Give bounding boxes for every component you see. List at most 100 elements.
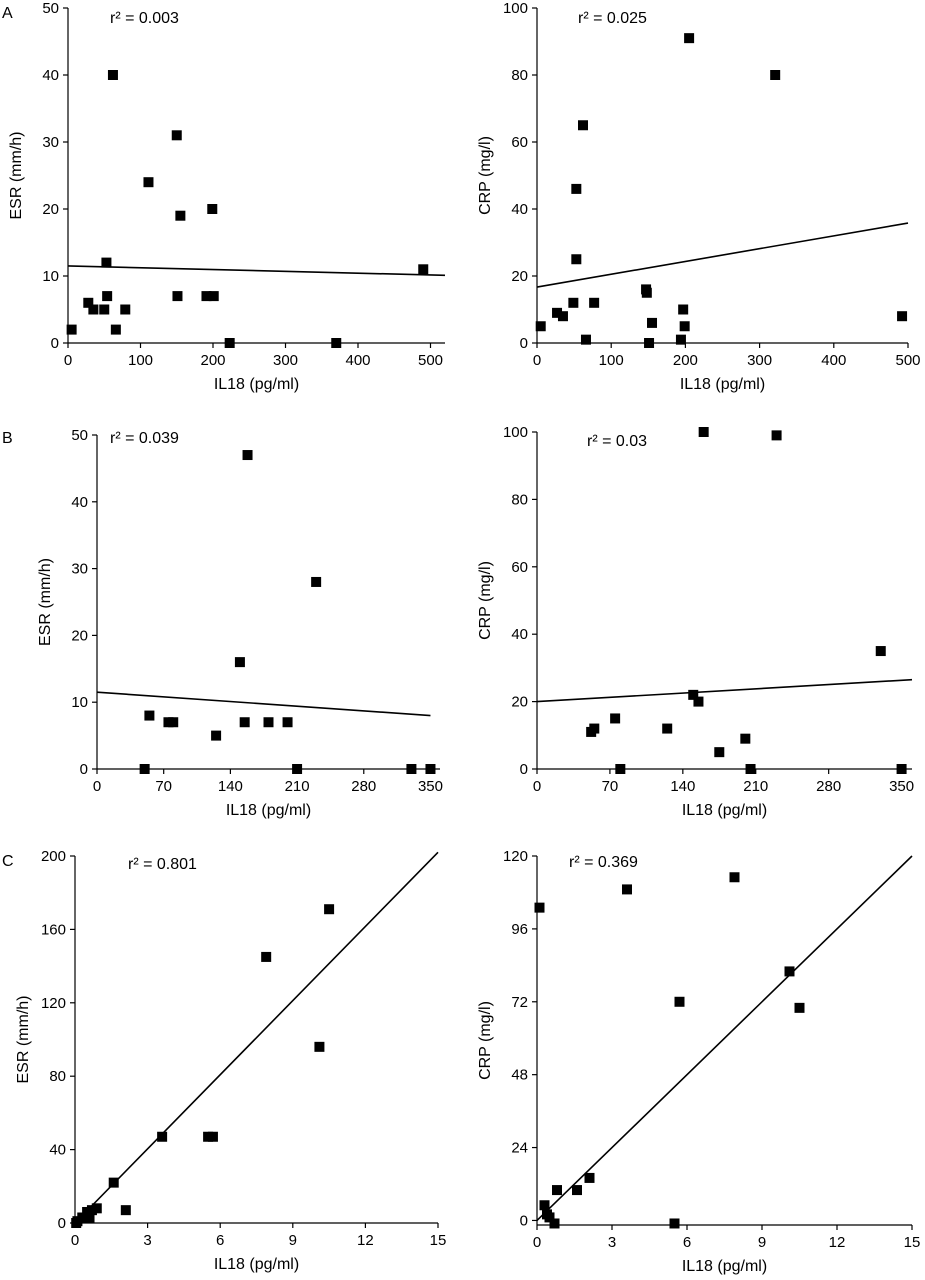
point: [139, 764, 150, 774]
x-axis-label: IL18 (pg/ml): [214, 1256, 299, 1273]
point: [675, 334, 686, 345]
y-axis-label: CRP (mg/l): [477, 136, 494, 215]
point: [120, 304, 131, 315]
x-tick-label: 9: [289, 1232, 297, 1249]
x-tick-label: 200: [673, 352, 698, 369]
x-axis-label: IL18 (pg/ml): [214, 376, 299, 393]
point: [83, 297, 94, 308]
x-tick-label: 0: [64, 352, 72, 369]
y-tick-label: 80: [511, 491, 528, 508]
point: [784, 966, 795, 977]
y-tick-label: 20: [511, 268, 528, 285]
point: [534, 902, 545, 913]
y-tick-label: 72: [511, 994, 528, 1011]
point: [571, 254, 582, 265]
point: [101, 257, 112, 268]
x-tick-label: 3: [608, 1234, 616, 1251]
y-tick-label: 40: [511, 626, 528, 643]
x-tick-label: 0: [93, 778, 101, 795]
point: [324, 904, 335, 915]
point: [684, 33, 695, 44]
y-tick-label: 0: [80, 761, 88, 778]
x-tick-label: 500: [895, 352, 920, 369]
x-tick-label: 3: [143, 1232, 151, 1249]
fit-line: [536, 678, 913, 703]
point: [263, 717, 274, 728]
point: [107, 70, 118, 80]
point: [211, 730, 222, 741]
point: [224, 338, 235, 348]
point: [110, 324, 121, 335]
point: [311, 576, 322, 587]
point: [875, 646, 886, 657]
y-tick-label: 100: [503, 424, 528, 441]
y-tick-label: 40: [71, 494, 88, 511]
y-tick-label: 10: [42, 268, 59, 285]
y-axis-label: ESR (mm/h): [37, 558, 54, 646]
x-tick-label: 350: [889, 778, 914, 795]
point: [662, 723, 673, 734]
x-tick-label: 0: [533, 352, 541, 369]
panel-label: C: [2, 853, 14, 870]
x-tick-label: 12: [829, 1234, 846, 1251]
point: [144, 710, 155, 721]
point: [102, 291, 113, 302]
point: [568, 297, 579, 308]
point: [584, 1172, 595, 1183]
fit-line: [96, 691, 431, 717]
panel-label: B: [2, 430, 13, 447]
x-tick-label: 140: [670, 778, 695, 795]
y-tick-label: 20: [42, 201, 59, 218]
point: [242, 450, 253, 461]
y-tick-label: 160: [41, 921, 66, 938]
fit-line: [536, 222, 909, 288]
point: [406, 764, 417, 774]
point: [549, 1218, 560, 1229]
point: [143, 177, 154, 188]
y-tick-label: 24: [511, 1140, 528, 1157]
point: [282, 717, 293, 728]
y-tick-label: 120: [503, 848, 528, 865]
point: [589, 723, 600, 734]
annotation: r² = 0.03: [587, 433, 647, 450]
y-tick-label: 120: [41, 995, 66, 1012]
point: [589, 297, 600, 308]
y-tick-label: 0: [520, 335, 528, 352]
point: [641, 287, 652, 298]
y-tick-label: 96: [511, 921, 528, 938]
y-tick-label: 10: [71, 694, 88, 711]
x-tick-label: 210: [743, 778, 768, 795]
point: [745, 764, 756, 774]
point: [610, 713, 621, 724]
point: [698, 427, 709, 437]
x-tick-label: 500: [418, 352, 443, 369]
point: [207, 204, 218, 214]
point: [644, 338, 655, 348]
y-tick-label: 60: [511, 559, 528, 576]
y-tick-label: 30: [42, 134, 59, 151]
y-axis-label: CRP (mg/l): [477, 1001, 494, 1080]
point: [678, 304, 689, 315]
x-tick-label: 0: [533, 1234, 541, 1251]
point: [572, 1185, 582, 1196]
point: [314, 1041, 325, 1052]
point: [557, 311, 568, 322]
y-tick-label: 40: [42, 67, 59, 84]
point: [108, 1177, 119, 1188]
point: [794, 1002, 805, 1013]
point: [157, 1131, 168, 1142]
point: [172, 291, 183, 302]
point: [425, 764, 436, 774]
x-tick-label: 350: [418, 778, 443, 795]
x-tick-label: 0: [71, 1232, 79, 1249]
point: [66, 324, 77, 335]
y-tick-label: 200: [41, 848, 66, 865]
point: [175, 210, 186, 221]
point: [896, 764, 907, 774]
y-tick-label: 48: [511, 1067, 528, 1084]
x-tick-label: 300: [273, 352, 298, 369]
x-tick-label: 140: [218, 778, 243, 795]
point: [729, 872, 740, 883]
point: [535, 321, 546, 332]
